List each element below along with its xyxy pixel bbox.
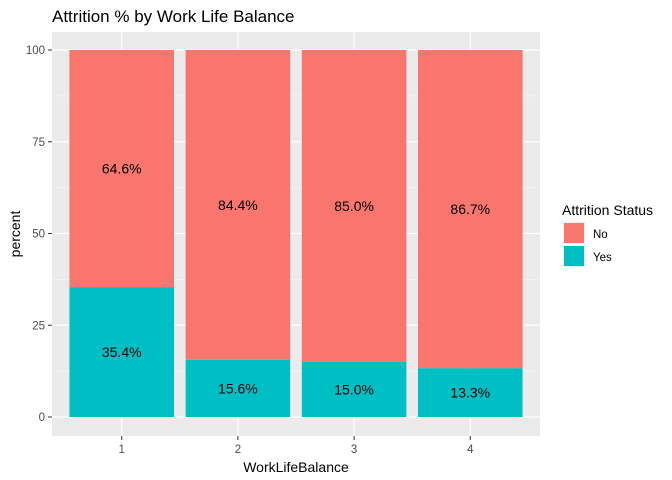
legend-swatch-yes: [564, 246, 584, 266]
y-axis-label: percent: [7, 211, 23, 258]
bar-no-1: [69, 50, 174, 288]
data-label: 15.0%: [334, 381, 374, 397]
bar-yes-1: [69, 287, 174, 417]
x-tick-label: 2: [235, 444, 241, 456]
data-label: 86.7%: [450, 201, 490, 217]
x-axis-label: WorkLifeBalance: [243, 459, 349, 475]
bars: [69, 50, 523, 417]
y-tick-label: 50: [32, 229, 45, 241]
bar-no-3: [301, 50, 407, 362]
data-label: 35.4%: [102, 344, 142, 360]
bar-yes-4: [418, 368, 523, 417]
bar-no-4: [418, 50, 523, 369]
data-label: 84.4%: [218, 197, 258, 213]
y-tick-label: 0: [39, 412, 45, 424]
legend-title: Attrition Status: [562, 202, 653, 218]
x-axis: 1 2 3 4: [119, 436, 474, 456]
data-label: 15.6%: [218, 380, 258, 396]
bar-yes-2: [185, 359, 291, 417]
y-tick-label: 25: [32, 320, 45, 332]
data-label: 13.3%: [450, 385, 490, 401]
x-tick-label: 3: [351, 444, 357, 456]
legend-swatch-no: [564, 223, 584, 243]
bar-no-2: [185, 50, 291, 360]
data-label: 64.6%: [102, 161, 142, 177]
y-tick-label: 100: [26, 45, 45, 57]
legend: Attrition Status No Yes: [562, 202, 653, 267]
data-label: 85.0%: [334, 198, 374, 214]
bar-yes-3: [301, 361, 407, 417]
x-tick-label: 4: [467, 444, 474, 456]
y-tick-label: 75: [32, 137, 45, 149]
bar-labels: 35.4% 64.6% 15.6% 84.4% 15.0% 85.0% 13.3% 86.7%: [102, 161, 490, 401]
chart-title: Attrition % by Work Life Balance: [52, 7, 295, 26]
legend-label: No: [593, 229, 608, 241]
x-tick-label: 1: [119, 444, 125, 456]
y-axis: 0 25 50 75 100: [26, 45, 52, 424]
legend-label: Yes: [593, 252, 612, 264]
